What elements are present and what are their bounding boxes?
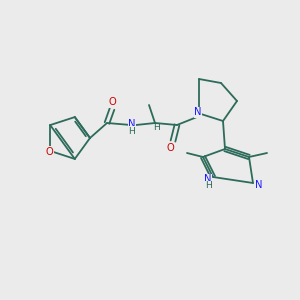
Text: O: O <box>166 143 174 153</box>
Text: O: O <box>108 97 116 107</box>
Text: H: H <box>206 182 212 190</box>
Text: N: N <box>194 107 202 117</box>
Text: H: H <box>129 127 135 136</box>
Text: N: N <box>128 119 136 129</box>
Text: O: O <box>45 147 53 157</box>
Text: N: N <box>204 174 212 184</box>
Text: N: N <box>255 180 263 190</box>
Text: H: H <box>154 124 160 133</box>
